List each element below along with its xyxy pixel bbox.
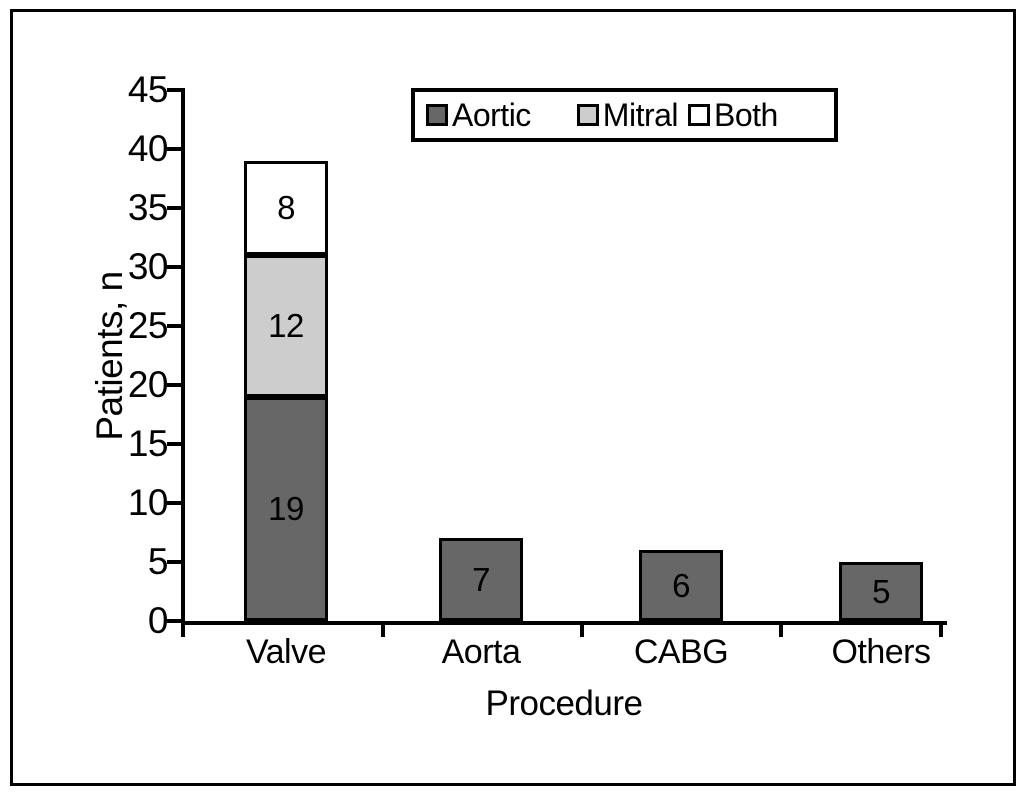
y-tick bbox=[167, 383, 181, 387]
bar-segment-valve-mitral bbox=[244, 255, 328, 397]
legend-swatch-mitral bbox=[576, 104, 599, 126]
y-axis-title: Patients, n bbox=[89, 271, 130, 441]
bar-segment-value: 12 bbox=[268, 307, 304, 344]
y-tick-label: 20 bbox=[127, 364, 169, 405]
y-tick bbox=[167, 442, 181, 446]
x-tick bbox=[181, 625, 185, 637]
y-tick bbox=[167, 560, 181, 564]
y-axis-line bbox=[181, 88, 185, 625]
bar-segment-value: 8 bbox=[277, 189, 295, 226]
legend-label-both: Both bbox=[714, 97, 778, 133]
bar-segment-value: 6 bbox=[672, 566, 690, 604]
y-tick bbox=[167, 147, 181, 151]
x-tick-label-valve: Valve bbox=[245, 633, 327, 671]
x-axis-line bbox=[181, 621, 947, 625]
bar-segment-value: 19 bbox=[268, 490, 304, 527]
x-tick-label-cabg: CABG bbox=[633, 633, 729, 671]
x-tick bbox=[580, 625, 584, 637]
y-tick-label: 10 bbox=[127, 482, 169, 523]
x-tick bbox=[381, 625, 385, 637]
y-tick bbox=[167, 619, 181, 623]
y-tick bbox=[167, 324, 181, 328]
bar-segment-cabg bbox=[639, 550, 723, 621]
legend-item-aortic: Aortic bbox=[426, 98, 531, 132]
y-tick-label: 5 bbox=[147, 541, 169, 582]
bar-segment-value: 5 bbox=[872, 572, 890, 610]
legend-swatch-both bbox=[688, 104, 711, 126]
legend: Aortic Mitral Both bbox=[411, 88, 838, 142]
x-tick-label-others: Others bbox=[831, 633, 931, 671]
bar-segment-value: 7 bbox=[472, 560, 490, 598]
legend-label-aortic: Aortic bbox=[452, 97, 531, 133]
bar-segment-others bbox=[839, 562, 923, 621]
y-tick-label: 45 bbox=[127, 69, 169, 110]
y-tick-label: 15 bbox=[127, 423, 169, 464]
y-tick bbox=[167, 206, 181, 210]
x-axis-title: Procedure bbox=[485, 684, 643, 723]
y-tick-label: 40 bbox=[127, 128, 169, 169]
y-tick-label: 25 bbox=[127, 305, 169, 346]
y-tick bbox=[167, 265, 181, 269]
legend-item-mitral: Mitral bbox=[576, 97, 679, 133]
y-tick bbox=[167, 501, 181, 505]
y-tick bbox=[167, 88, 181, 92]
legend-swatch-aortic bbox=[426, 104, 448, 126]
bar-segment-valve-both bbox=[244, 161, 328, 255]
bar-segment-valve-aortic bbox=[244, 397, 328, 621]
legend-label-mitral: Mitral bbox=[602, 97, 679, 133]
x-tick-label-aorta: Aorta bbox=[441, 633, 521, 671]
bar-segment-aorta bbox=[439, 538, 523, 621]
x-tick bbox=[939, 625, 943, 637]
y-tick-label: 0 bbox=[147, 600, 169, 641]
legend-item-both: Both bbox=[688, 98, 778, 132]
x-tick bbox=[779, 625, 783, 637]
y-tick-label: 35 bbox=[127, 187, 169, 228]
y-tick-label: 30 bbox=[127, 246, 169, 287]
